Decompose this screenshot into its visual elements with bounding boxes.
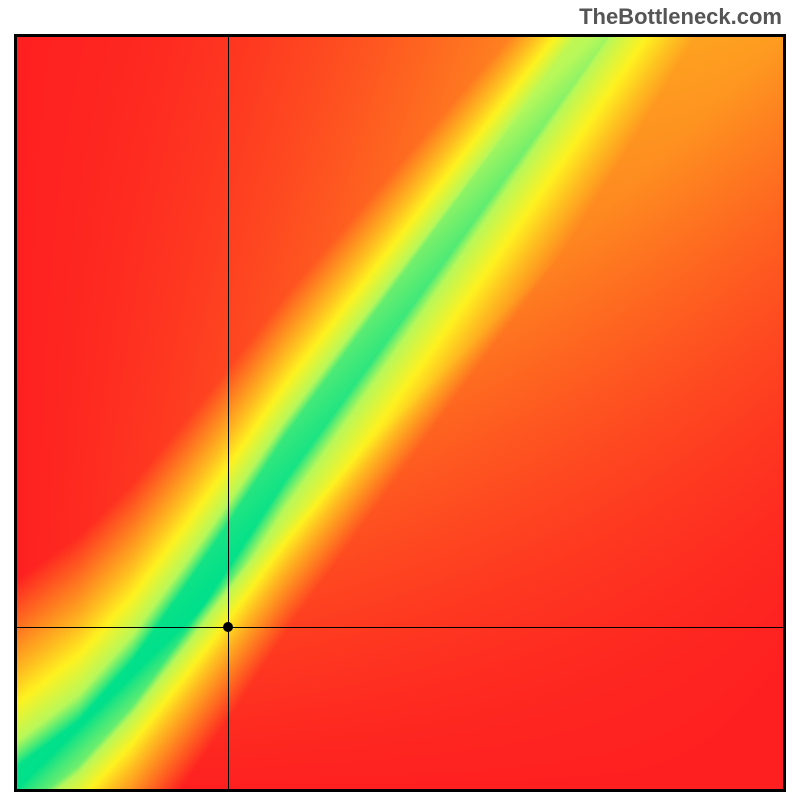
watermark-text: TheBottleneck.com (579, 4, 782, 30)
chart-container: TheBottleneck.com (0, 0, 800, 800)
heatmap-canvas (17, 37, 783, 789)
heatmap-plot (14, 34, 786, 792)
